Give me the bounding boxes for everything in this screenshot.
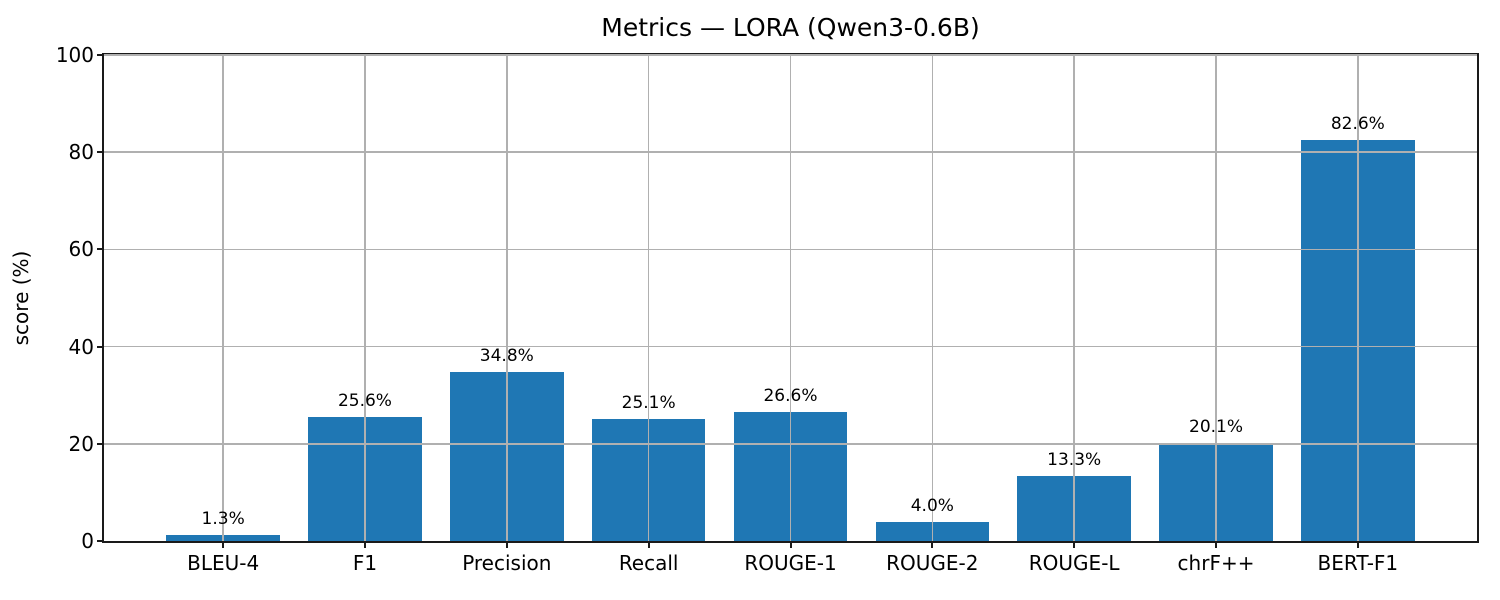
y-tick-mark [97, 442, 102, 445]
y-tick-label: 80 [68, 140, 94, 165]
x-tick-mark [647, 543, 650, 548]
x-tick-label: ROUGE-L [1028, 551, 1120, 575]
y-tick-label: 60 [68, 237, 94, 262]
v-gridline [1357, 55, 1359, 541]
bar-value-label: 25.1% [621, 393, 676, 414]
x-tick-label: ROUGE-2 [886, 551, 979, 575]
chart-title: Metrics — LORA (Qwen3-0.6B) [601, 13, 980, 42]
x-tick-label: BLEU-4 [187, 551, 260, 575]
x-tick-mark [222, 543, 225, 548]
x-tick-label: Precision [462, 551, 552, 575]
bar-value-label: 82.6% [1330, 113, 1385, 134]
bar-value-label: 1.3% [201, 508, 245, 529]
x-tick-label: BERT-F1 [1317, 551, 1399, 575]
x-tick-mark [505, 543, 508, 548]
h-gridline [104, 54, 1477, 56]
y-tick-mark [97, 345, 102, 348]
plot-area: 1.3% BLEU-4 25.6% F1 34.8% Precision 25.1% Reca… [56, 43, 1479, 575]
v-gridline [647, 55, 650, 541]
v-gridline [1073, 55, 1075, 541]
x-tick-mark [1215, 543, 1218, 548]
v-gridline [931, 55, 934, 541]
y-tick-label: 20 [68, 431, 94, 456]
y-tick-mark [97, 248, 102, 251]
v-gridline [364, 55, 366, 541]
y-tick-mark [97, 151, 102, 154]
bar-value-label: 34.8% [479, 345, 534, 366]
y-tick-mark [97, 54, 102, 56]
h-gridline [104, 443, 1477, 445]
y-axis-label-text: score (%) [9, 250, 33, 346]
x-tick-label: chrF++ [1177, 551, 1255, 575]
y-tick-label: 0 [81, 529, 94, 553]
h-gridline [104, 345, 1477, 348]
h-gridline [104, 248, 1477, 251]
h-gridline [104, 151, 1477, 153]
v-gridline [506, 55, 508, 541]
v-gridline [1215, 55, 1217, 541]
v-gridline [222, 55, 224, 541]
x-tick-label: Recall [618, 551, 679, 575]
bar-value-label: 13.3% [1047, 450, 1102, 471]
x-tick-mark [1073, 543, 1076, 548]
y-tick-label: 100 [55, 43, 94, 67]
x-tick-mark [789, 543, 792, 548]
x-tick-label: ROUGE-1 [744, 551, 837, 575]
x-tick-mark [1356, 543, 1359, 548]
bar-value-label: 4.0% [910, 495, 954, 516]
bar-value-label: 25.6% [337, 390, 392, 411]
v-gridline [789, 55, 792, 541]
x-tick-mark [363, 543, 366, 548]
bar-value-label: 20.1% [1189, 417, 1244, 438]
x-tick-mark [931, 543, 934, 548]
y-tick-label: 40 [68, 334, 94, 359]
x-tick-label: F1 [352, 551, 378, 575]
bar-value-label: 26.6% [763, 385, 818, 406]
y-tick-mark [97, 540, 102, 542]
